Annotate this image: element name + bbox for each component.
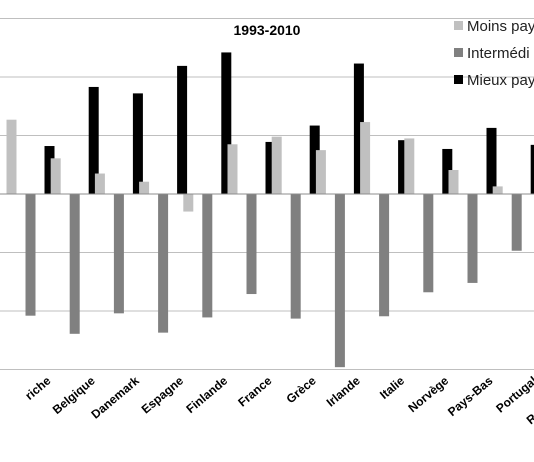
bar xyxy=(227,144,238,194)
bar xyxy=(511,194,522,251)
bar xyxy=(202,194,213,318)
category-label: France xyxy=(235,373,274,409)
bar xyxy=(448,170,459,194)
bar xyxy=(309,125,320,194)
bar xyxy=(177,65,188,194)
category-label: Irlande xyxy=(324,373,363,409)
bar xyxy=(25,194,36,316)
bar xyxy=(139,181,150,194)
bar xyxy=(6,119,17,194)
bar xyxy=(69,194,80,334)
bar xyxy=(360,122,371,194)
legend-label: Intermédi xyxy=(467,45,530,62)
bar xyxy=(486,127,497,194)
category-label: Danemark xyxy=(88,373,142,421)
bar xyxy=(221,52,232,195)
bar xyxy=(132,93,143,194)
bar xyxy=(183,194,194,212)
category-label: Italie xyxy=(377,373,407,402)
bar xyxy=(94,173,105,194)
bar xyxy=(158,194,169,333)
bar xyxy=(353,63,364,194)
bar xyxy=(467,194,478,283)
bar xyxy=(492,186,503,194)
bar xyxy=(423,194,434,293)
bar xyxy=(88,86,99,194)
legend-label: Moins pay xyxy=(467,18,534,35)
bar xyxy=(44,146,55,194)
category-label: Pays-Bas xyxy=(445,373,496,419)
bar xyxy=(404,138,415,194)
legend-swatch xyxy=(454,48,463,57)
legend-swatch xyxy=(454,21,463,30)
category-label: Finlande xyxy=(183,373,230,416)
bar xyxy=(442,148,453,194)
category-label: Espagne xyxy=(139,373,187,416)
category-label: Grèce xyxy=(284,373,319,406)
bar xyxy=(398,140,409,194)
category-label: riche xyxy=(22,373,53,402)
bar xyxy=(530,144,534,194)
bar xyxy=(315,150,326,194)
bar xyxy=(246,194,257,295)
bar xyxy=(50,158,61,194)
category-label: Portugal xyxy=(493,374,534,416)
bars xyxy=(6,52,534,368)
bar xyxy=(334,194,345,368)
bar xyxy=(265,141,276,194)
bar xyxy=(290,194,301,319)
bar xyxy=(113,194,124,314)
legend: Moins pay Intermédi Mieux pay xyxy=(454,18,534,89)
chart-title: 1993-2010 xyxy=(234,22,301,38)
bar xyxy=(271,136,282,194)
legend-swatch xyxy=(454,75,463,84)
legend-label: Mieux pay xyxy=(467,72,534,89)
bar xyxy=(379,194,390,317)
